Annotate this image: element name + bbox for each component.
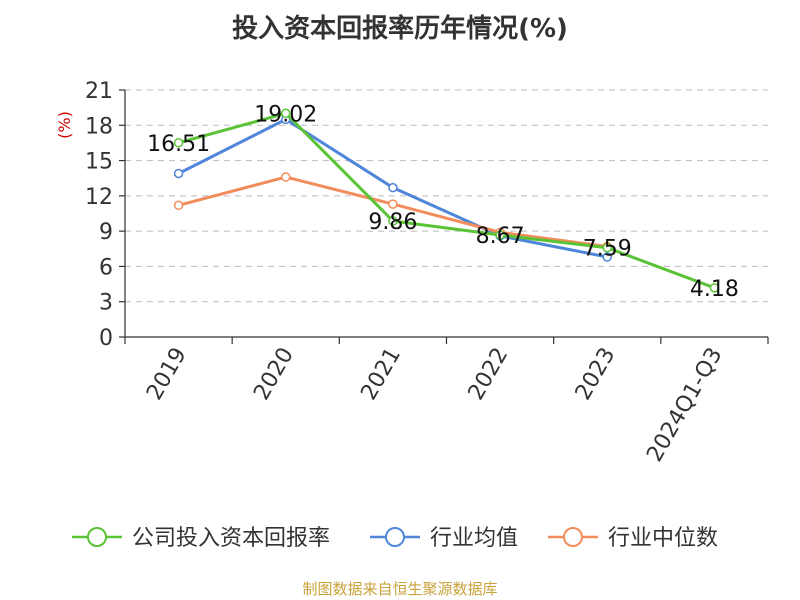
- x-tick-label: 2023: [571, 344, 621, 405]
- data-point: [281, 172, 291, 182]
- grid-layer: [125, 89, 768, 303]
- legend-item-2[interactable]: 行业中位数: [548, 526, 718, 551]
- data-point: [602, 252, 612, 262]
- x-tick-label: 2022: [464, 344, 514, 405]
- y-tick-label: 18: [85, 114, 113, 139]
- legend-label: 行业中位数: [608, 526, 718, 551]
- x-tick-label: 2019: [142, 344, 192, 405]
- y-tick-label: 15: [85, 150, 113, 175]
- legend-marker: [385, 527, 405, 547]
- data-label: 16.51: [147, 132, 210, 157]
- data-point: [388, 216, 398, 226]
- data-label: 7.59: [583, 237, 632, 262]
- x-tick-label: 2021: [356, 344, 406, 405]
- x-tick-label: 2020: [249, 344, 299, 405]
- legend-label: 公司投入资本回报率: [132, 526, 330, 551]
- legend[interactable]: 公司投入资本回报率 行业均值 行业中位数: [72, 526, 718, 551]
- data-point: [173, 138, 184, 148]
- series-layer: [173, 108, 720, 293]
- legend-label: 行业均值: [430, 526, 518, 551]
- legend-marker: [87, 527, 107, 547]
- data-label: 8.67: [476, 224, 525, 249]
- data-label: 4.18: [690, 277, 739, 302]
- legend-item-0[interactable]: 公司投入资本回报率: [72, 526, 330, 551]
- data-label-layer: 16.51 19.02 9.86 8.67 7.59 4.18: [147, 102, 739, 302]
- series-0: [173, 108, 720, 293]
- data-point: [388, 199, 398, 209]
- data-point: [495, 230, 505, 240]
- y-tick-label: 21: [85, 79, 113, 104]
- legend-item-1[interactable]: 行业均值: [370, 526, 518, 551]
- data-point: [602, 242, 612, 253]
- y-tick-label: 6: [99, 255, 113, 280]
- data-point: [173, 168, 184, 179]
- series-line: [178, 111, 715, 290]
- data-point: [709, 283, 720, 293]
- y-tick-label: 0: [99, 326, 113, 351]
- data-point: [173, 200, 184, 211]
- y-tick-label: 12: [85, 185, 113, 210]
- data-label: 9.86: [368, 210, 417, 235]
- data-point: [388, 182, 398, 193]
- y-axis-unit: (%): [55, 111, 74, 139]
- chart-title: 投入资本回报率历年情况(%): [232, 14, 568, 44]
- y-tick-label: 9: [99, 220, 113, 245]
- source-note: 制图数据来自恒生聚源数据库: [302, 580, 498, 598]
- y-tick-label: 3: [99, 291, 113, 316]
- x-tick-label: 2024Q1-Q3: [642, 344, 727, 467]
- data-point: [281, 108, 291, 119]
- data-label: 19.02: [254, 102, 317, 127]
- legend-marker: [563, 527, 583, 547]
